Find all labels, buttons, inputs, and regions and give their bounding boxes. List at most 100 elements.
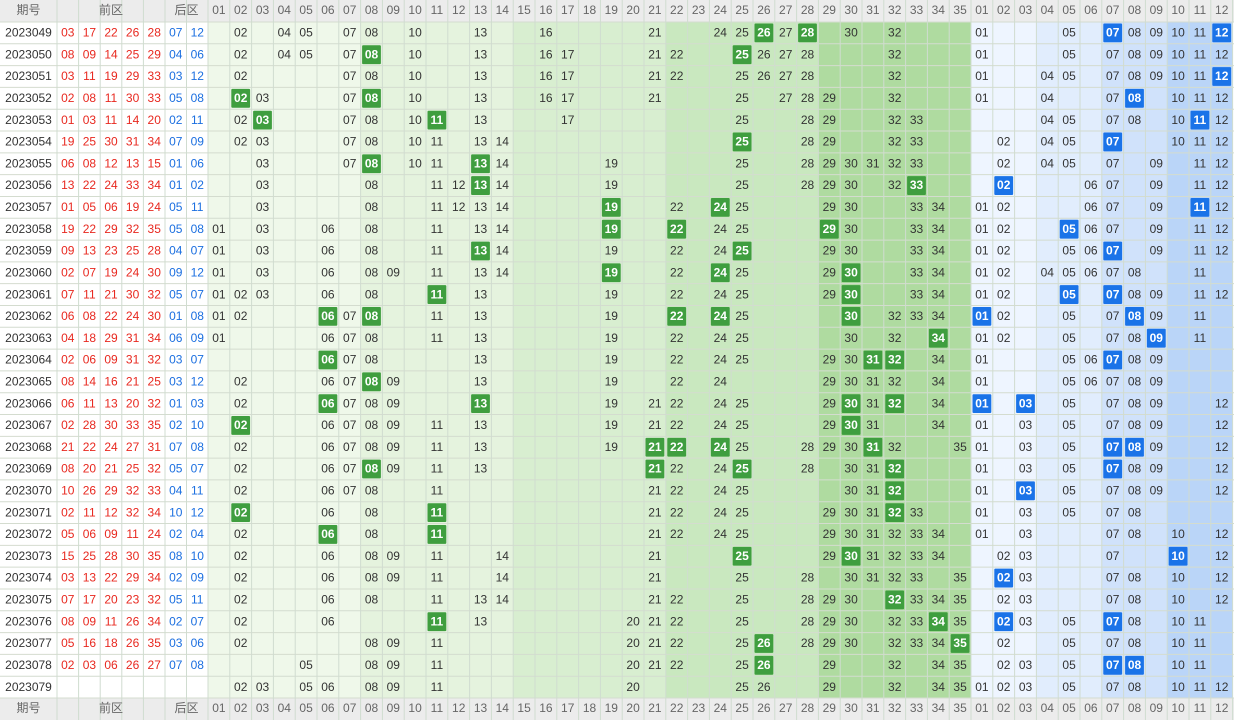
trend-number: 09: [387, 549, 401, 563]
trend-number: 07: [343, 47, 357, 61]
trend-number: 17: [561, 113, 575, 127]
back-number: 05: [169, 91, 183, 105]
hit-box: [1212, 67, 1232, 86]
back-number: 02: [169, 418, 183, 432]
trend-number: 32: [888, 178, 902, 192]
trend-number: 10: [1171, 636, 1185, 650]
trend-number: 08: [1128, 287, 1142, 301]
front-number: 33: [126, 418, 140, 432]
front-number: 28: [104, 549, 118, 563]
back-number: 07: [191, 353, 205, 367]
hit-number: 02: [997, 571, 1011, 585]
trend-number: 22: [670, 505, 684, 519]
hit-number: 12: [1215, 69, 1229, 83]
hit-number: 07: [1106, 614, 1120, 628]
trend-number: 35: [953, 680, 967, 694]
trend-number: 12: [1215, 222, 1229, 236]
hit-box: [819, 219, 839, 239]
trend-number: 33: [910, 156, 924, 170]
trend-number: 11: [431, 440, 444, 454]
trend-number: 03: [1019, 418, 1033, 432]
hit-box: [427, 612, 447, 632]
front-number: 08: [61, 614, 75, 628]
front-number: 30: [126, 549, 140, 563]
column-label: 19: [605, 701, 619, 715]
trend-number: 21: [648, 396, 662, 410]
column-label: 02: [997, 701, 1011, 715]
trend-number: 05: [1062, 26, 1076, 40]
issue: 2023067: [5, 418, 52, 432]
trend-number: 29: [823, 353, 837, 367]
trend-number: 08: [1128, 26, 1142, 40]
trend-number: 08: [1128, 47, 1142, 61]
trend-number: 09: [1150, 484, 1164, 498]
trend-number: 02: [234, 462, 248, 476]
trend-number: 11: [1194, 244, 1207, 258]
trend-number: 25: [735, 26, 749, 40]
hit-number: 02: [234, 91, 248, 105]
front-number: 35: [148, 222, 162, 236]
trend-number: 24: [714, 222, 728, 236]
front-column-bg: [251, 22, 274, 698]
trend-number: 03: [256, 135, 270, 149]
trend-number: 32: [888, 309, 902, 323]
back-number: 08: [191, 309, 205, 323]
trend-number: 22: [670, 614, 684, 628]
issue: 2023059: [5, 244, 52, 258]
trend-number: 03: [256, 287, 270, 301]
hit-box: [231, 88, 251, 108]
trend-number: 03: [1019, 658, 1033, 672]
back-number: 07: [191, 244, 205, 258]
trend-number: 03: [1019, 614, 1033, 628]
trend-number: 13: [474, 287, 488, 301]
front-number: 13: [83, 244, 97, 258]
trend-number: 03: [256, 244, 270, 258]
back-number: 05: [169, 200, 183, 214]
trend-number: 30: [844, 178, 858, 192]
column-label: 35: [953, 701, 967, 715]
back-number: 01: [169, 178, 183, 192]
trend-number: 09: [387, 374, 401, 388]
trend-number: 26: [757, 47, 771, 61]
column-label: 26: [757, 701, 771, 715]
column-label: 06: [1084, 3, 1098, 17]
front-number: 11: [126, 527, 139, 541]
front-column-bg: [295, 22, 317, 698]
column-label: 30: [844, 701, 858, 715]
trend-number: 32: [888, 331, 902, 345]
hit-box: [1168, 546, 1188, 566]
trend-number: 02: [997, 549, 1011, 563]
column-label: 01: [212, 701, 226, 715]
hit-number: 02: [234, 505, 248, 519]
trend-number: 19: [605, 331, 619, 345]
trend-number: 01: [975, 47, 989, 61]
front-column-bg: [578, 22, 601, 698]
trend-number: 08: [365, 200, 379, 214]
hit-number: 32: [888, 396, 902, 410]
front-number: 08: [83, 309, 97, 323]
front-number: 17: [83, 593, 97, 607]
column-label: 27: [779, 3, 793, 17]
trend-number: 26: [757, 680, 771, 694]
trend-number: 04: [1041, 113, 1055, 127]
trend-number: 02: [234, 287, 248, 301]
trend-number: 11: [1194, 614, 1207, 628]
trend-number: 22: [670, 374, 684, 388]
column-label: 01: [212, 3, 226, 17]
trend-number: 34: [932, 374, 946, 388]
trend-number: 05: [1062, 440, 1076, 454]
trend-number: 09: [1150, 26, 1164, 40]
trend-number: 16: [539, 69, 553, 83]
back-column-bg: [1145, 22, 1168, 698]
front-number: 22: [104, 309, 118, 323]
trend-number: 06: [321, 505, 335, 519]
front-number: 29: [148, 47, 162, 61]
front-number: 04: [61, 331, 75, 345]
hit-number: 08: [1128, 440, 1142, 454]
trend-number: 31: [866, 549, 880, 563]
trend-number: 09: [387, 462, 401, 476]
trend-number: 10: [408, 69, 422, 83]
front-number: 13: [126, 156, 140, 170]
front-number: 24: [126, 309, 140, 323]
trend-number: 21: [648, 658, 662, 672]
